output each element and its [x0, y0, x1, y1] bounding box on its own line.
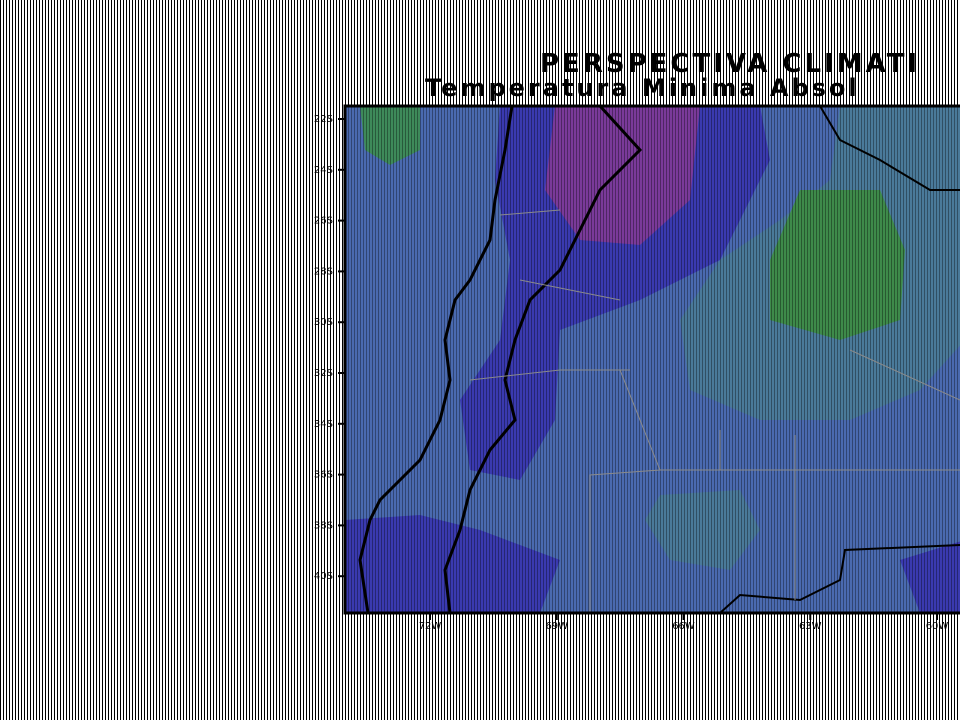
- border-north: [819, 106, 960, 191]
- lat-label: 26S: [314, 216, 333, 227]
- coastline-west: [358, 106, 514, 613]
- lon-label: 72W: [419, 621, 442, 632]
- lat-label: 36S: [314, 470, 333, 481]
- stripe-overlay: [345, 106, 960, 613]
- map-frame: [343, 104, 960, 615]
- lat-label: 40S: [314, 571, 333, 582]
- lat-label: 28S: [314, 266, 333, 277]
- map-area: [345, 106, 960, 613]
- lat-label: 30S: [314, 317, 333, 328]
- lon-label: 66W: [672, 621, 695, 632]
- map-subtitle: Temperatura Minima Absol: [425, 74, 860, 102]
- border-andes: [443, 106, 643, 613]
- lon-label: 63W: [799, 621, 822, 632]
- lat-label: 38S: [314, 520, 333, 531]
- province-borders: [469, 209, 960, 613]
- lon-label: 69W: [545, 621, 568, 632]
- lat-label: 24S: [314, 165, 333, 176]
- lat-label: 32S: [314, 368, 333, 379]
- lat-label: 34S: [314, 419, 333, 430]
- map-title: PERSPECTIVA CLIMATI: [540, 49, 920, 79]
- lon-label: 60W: [926, 621, 949, 632]
- coastline-east: [719, 544, 960, 613]
- lat-label: 22S: [314, 114, 333, 125]
